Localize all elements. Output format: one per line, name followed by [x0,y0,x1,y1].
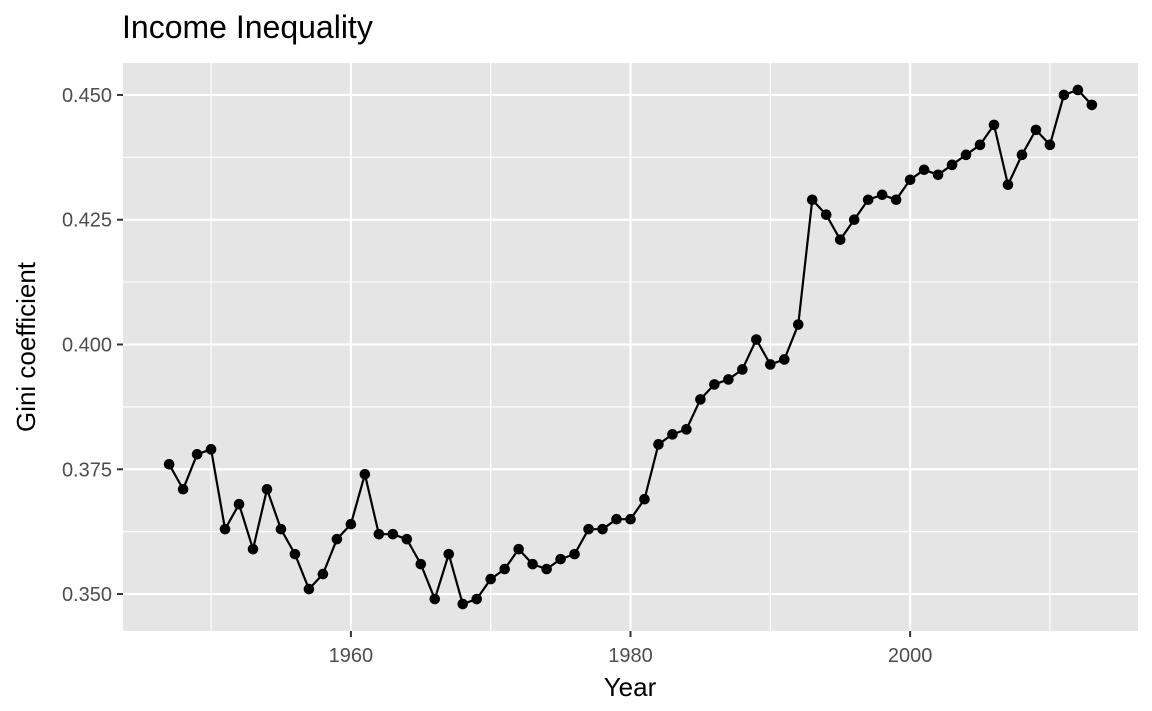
data-point [485,573,496,585]
data-point [219,523,231,535]
data-point [625,513,636,525]
data-point [205,444,217,455]
x-tick-labels: 1960 1980 2000 [329,645,933,667]
y-tick-label: 0.350 [62,584,112,606]
data-point [834,234,846,245]
data-point [751,334,762,345]
data-point [1044,139,1056,151]
x-tick-label: 2000 [888,645,933,667]
data-point [848,214,860,226]
data-point [275,523,287,535]
data-point [723,374,734,385]
data-point [163,458,175,470]
data-point [778,354,790,365]
data-point [1002,179,1014,191]
data-point [653,439,664,450]
data-point [471,593,483,605]
data-point [1086,99,1098,111]
data-point [988,119,1000,131]
x-axis-title: Year [604,672,657,702]
data-point [946,159,958,171]
data-point [709,379,720,390]
data-point [191,449,203,460]
data-point [904,174,916,186]
grid-major [123,63,1138,631]
data-point [373,528,385,540]
data-point [513,543,524,555]
axis-ticks [117,93,912,637]
data-point [303,583,315,595]
data-point [317,568,329,580]
y-tick-label: 0.400 [62,335,112,357]
x-tick-label: 1960 [329,645,374,667]
data-point [233,498,245,510]
y-tick-label: 0.425 [62,210,112,232]
y-tick-labels: 0.350 0.375 0.400 0.425 0.450 [62,85,112,606]
data-point [695,394,706,405]
data-point [820,209,832,221]
data-point [555,553,566,565]
data-point [597,523,608,535]
chart-title: Income Inequality [122,9,373,45]
data-point [443,548,455,560]
data-point [527,558,538,570]
data-point [429,593,441,605]
data-point [681,424,692,435]
data-point [247,543,259,555]
data-point [1030,124,1042,136]
series-points [163,84,1098,610]
data-point [792,319,804,330]
data-point [331,533,343,545]
data-point [569,548,580,560]
data-point [387,528,399,540]
data-point [876,189,888,201]
data-point [611,513,622,525]
data-point [401,533,413,545]
data-point [737,364,748,375]
data-point [974,139,986,151]
x-tick-label: 1980 [608,645,653,667]
data-point [583,523,594,535]
data-point [345,518,357,530]
data-point [1016,149,1028,161]
data-point [960,149,972,161]
y-tick-label: 0.375 [62,459,112,481]
data-point [765,359,776,370]
data-point [806,194,818,206]
data-point [1072,84,1084,96]
data-point [667,429,678,440]
data-point [1058,89,1070,101]
data-point [499,563,510,575]
data-point [261,483,273,495]
y-tick-label: 0.450 [62,85,112,107]
data-point [457,598,469,610]
data-point [639,493,650,505]
data-point [289,548,301,560]
data-point [359,468,371,480]
data-point [890,194,902,206]
data-point [862,194,874,206]
y-axis-title: Gini coefficient [11,261,41,432]
data-point [415,558,427,570]
data-point [541,563,552,575]
data-point [932,169,944,181]
data-point [177,483,189,495]
data-point [918,164,930,176]
